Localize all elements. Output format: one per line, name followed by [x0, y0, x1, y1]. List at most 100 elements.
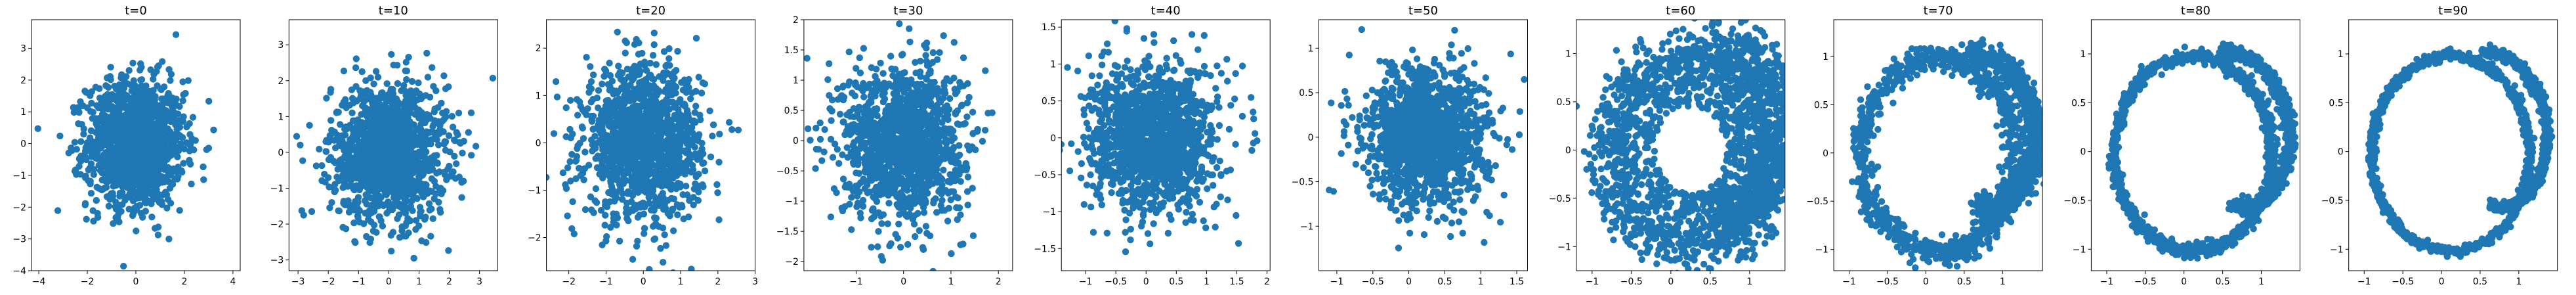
data-point [125, 206, 133, 213]
data-point [429, 215, 436, 222]
data-point [599, 174, 606, 182]
data-point [933, 209, 940, 216]
data-point [381, 141, 389, 148]
data-point [570, 230, 578, 238]
data-point [77, 98, 84, 105]
data-point [684, 134, 691, 141]
data-point [120, 90, 127, 97]
data-point [414, 178, 421, 186]
data-point [663, 176, 670, 183]
data-point [610, 129, 618, 136]
data-point [669, 227, 677, 235]
data-point [709, 121, 717, 129]
data-point [425, 200, 433, 208]
data-point [838, 204, 845, 212]
data-point [375, 200, 382, 208]
data-point [137, 76, 144, 84]
panel-title: t=10 [379, 4, 408, 18]
data-point [68, 145, 75, 152]
data-point [596, 127, 603, 134]
x-tick-label: 0 [641, 277, 646, 287]
data-point [700, 159, 707, 167]
data-point [647, 82, 654, 90]
data-point [406, 182, 413, 190]
data-point [377, 118, 384, 125]
data-point [83, 216, 90, 223]
data-point [331, 188, 338, 196]
data-point [643, 137, 650, 145]
data-point [350, 97, 358, 104]
data-point [690, 201, 697, 208]
data-point [611, 101, 618, 108]
panel-title: t=20 [636, 4, 665, 18]
data-point [83, 156, 90, 164]
scatter-points [546, 28, 742, 271]
data-point [415, 159, 423, 166]
data-point [402, 175, 409, 182]
data-point [141, 168, 148, 175]
data-point [678, 202, 685, 209]
data-point [567, 177, 574, 185]
data-point [326, 183, 333, 191]
data-point [93, 139, 100, 147]
data-point [316, 145, 323, 153]
data-point [403, 163, 410, 171]
data-point [167, 70, 175, 78]
data-point [940, 32, 947, 39]
data-point [138, 82, 145, 89]
data-point [581, 165, 589, 172]
data-point [957, 211, 964, 219]
data-point [662, 62, 669, 70]
data-point [400, 141, 408, 148]
data-point [597, 152, 605, 160]
data-point [146, 87, 153, 95]
data-point [387, 93, 394, 101]
data-point [341, 152, 348, 160]
data-point [365, 165, 372, 172]
data-point [351, 143, 358, 151]
data-point [671, 104, 678, 111]
panel-title: t=30 [893, 4, 923, 18]
data-point [604, 163, 612, 170]
data-point [695, 74, 702, 81]
data-point [335, 207, 343, 215]
data-point [673, 185, 680, 193]
data-point [572, 175, 580, 183]
data-point [895, 220, 902, 228]
data-point [635, 118, 642, 126]
data-point [165, 154, 172, 161]
data-point [715, 158, 723, 166]
data-point [681, 102, 689, 109]
data-point [848, 226, 855, 233]
data-point [604, 114, 611, 121]
data-point [364, 138, 371, 145]
data-point [664, 181, 671, 189]
data-point [656, 160, 663, 168]
data-point [812, 165, 819, 172]
data-point [692, 150, 699, 158]
data-point [186, 160, 194, 168]
data-point [377, 177, 385, 184]
data-point [618, 125, 625, 132]
data-point [824, 76, 832, 83]
data-point [587, 85, 595, 93]
data-point [431, 117, 438, 124]
data-point [923, 229, 931, 237]
data-point [184, 77, 192, 84]
data-point [423, 49, 431, 57]
data-point [671, 168, 679, 175]
data-point [435, 198, 442, 206]
data-point [171, 175, 179, 183]
data-point [887, 53, 895, 60]
data-point [325, 156, 333, 164]
data-point [592, 155, 599, 162]
data-point [125, 67, 133, 74]
data-point [391, 168, 398, 175]
data-point [634, 237, 641, 245]
data-point [610, 214, 618, 222]
data-point [625, 108, 632, 116]
data-point [112, 214, 120, 221]
data-point [384, 133, 392, 140]
